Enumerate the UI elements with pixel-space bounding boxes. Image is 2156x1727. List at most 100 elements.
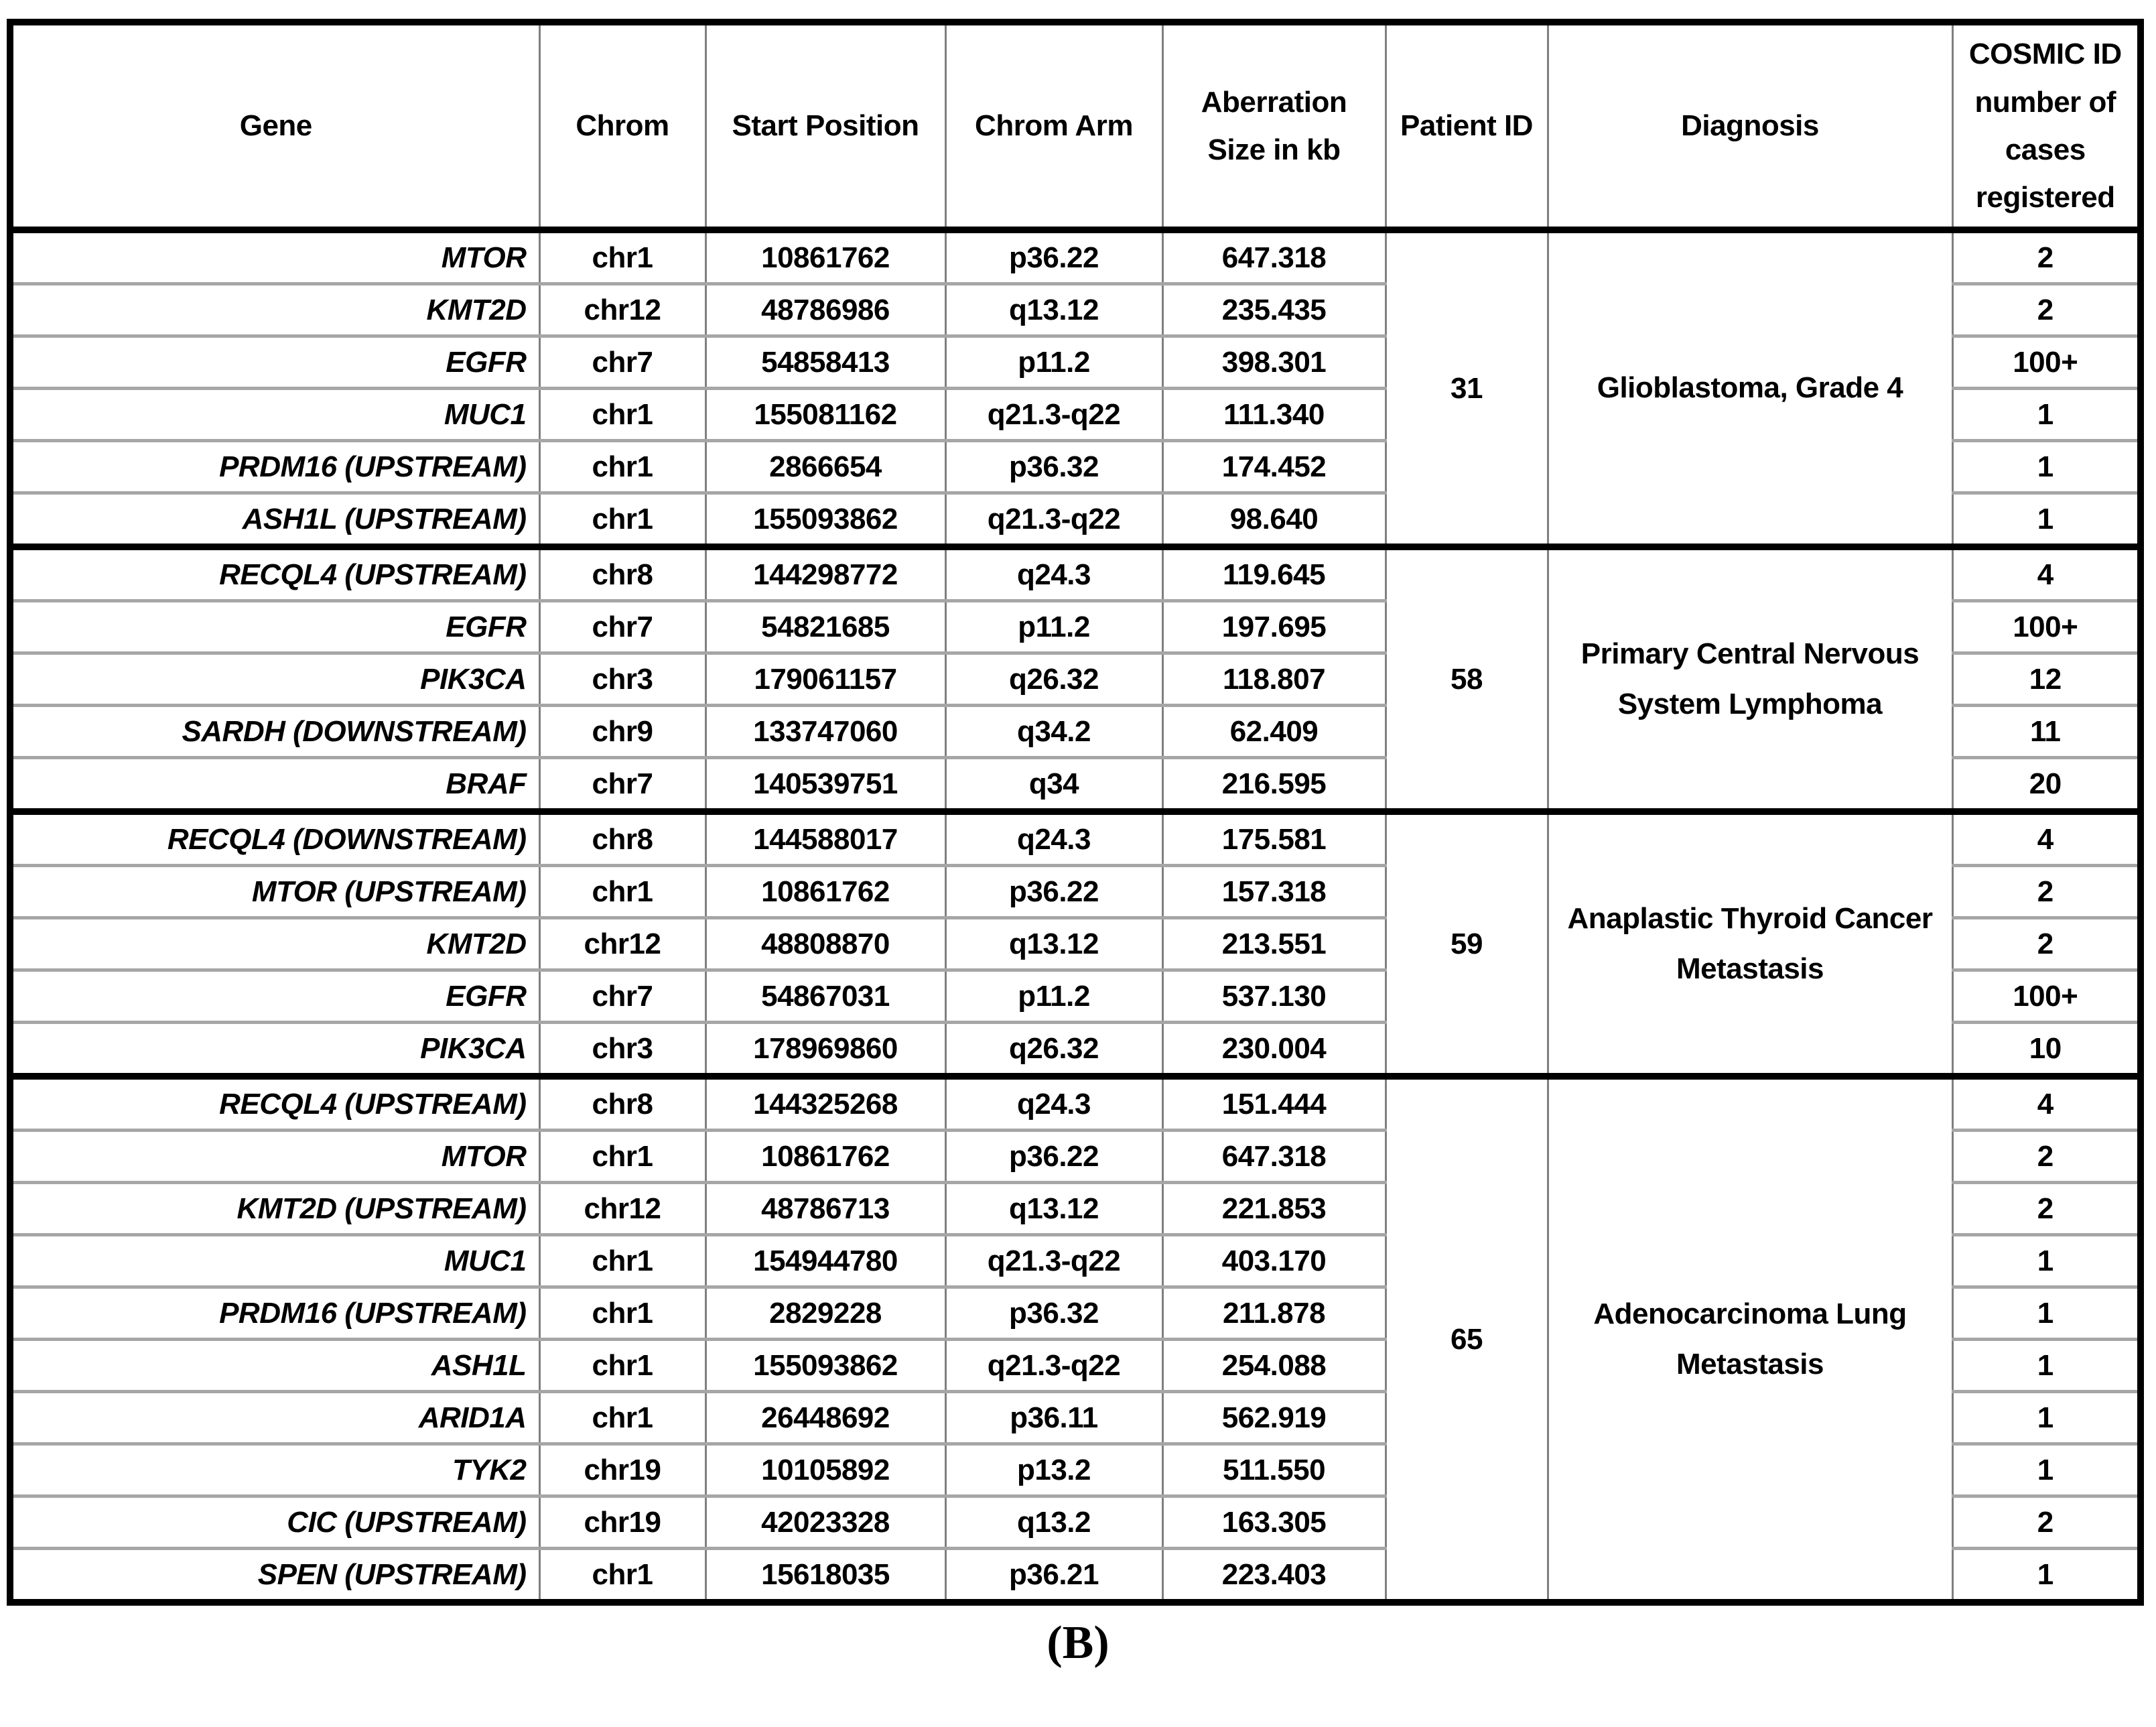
cosmic-cases-cell: 100+ [1951,968,2142,1024]
gene-cell: CIC (UPSTREAM) [9,1494,541,1550]
gene-cell: MUC1 [9,1233,541,1289]
aberration-size-cell: 118.807 [1161,651,1387,707]
chrom-arm-cell: p11.2 [944,334,1164,390]
table-row: ARID1A chr1 26448692 p36.11 562.919 1 [9,1390,2142,1446]
gene-cell: SPEN (UPSTREAM) [9,1547,541,1606]
start-position-cell: 10861762 [704,1129,947,1184]
chrom-cell: chr19 [538,1494,707,1550]
aberration-size-cell: 647.318 [1161,1129,1387,1184]
cosmic-cases-cell: 2 [1951,228,2142,285]
diagnosis-cell: Anaplastic Thyroid Cancer Metastasis [1546,810,1954,1080]
cosmic-cases-cell: 12 [1951,651,2142,707]
cosmic-cases-cell: 20 [1951,756,2142,815]
chrom-cell: chr1 [538,1129,707,1184]
table-row: KMT2D (UPSTREAM) chr12 48786713 q13.12 221.8… [9,1181,2142,1236]
start-position-cell: 54858413 [704,334,947,390]
table-row: MTOR chr1 10861762 p36.22 647.318 2 [9,1129,2142,1184]
chrom-arm-cell: q21.3-q22 [944,1338,1164,1393]
aberration-size-cell: 223.403 [1161,1547,1387,1606]
gene-cell: KMT2D [9,916,541,972]
cosmic-cases-cell: 1 [1951,1233,2142,1289]
start-position-cell: 155081162 [704,387,947,442]
table-row: TYK2 chr19 10105892 p13.2 511.550 1 [9,1442,2142,1498]
gene-cell: PIK3CA [9,1021,541,1080]
table-row: MUC1 chr1 155081162 q21.3-q22 111.340 1 [9,387,2142,442]
cosmic-cases-cell: 2 [1951,1129,2142,1184]
chrom-arm-cell: q13.2 [944,1494,1164,1550]
chrom-arm-cell: q26.32 [944,1021,1164,1080]
chrom-cell: chr1 [538,439,707,495]
chrom-cell: chr12 [538,916,707,972]
table-row: PRDM16 (UPSTREAM) chr1 2866654 p36.32 174.45… [9,439,2142,495]
chrom-arm-cell: q24.3 [944,1074,1164,1132]
chrom-arm-cell: p36.22 [944,228,1164,285]
gene-cell: PRDM16 (UPSTREAM) [9,439,541,495]
table-row: SARDH (DOWNSTREAM) chr9 133747060 q34.2 62.4… [9,704,2142,759]
start-position-cell: 10861762 [704,228,947,285]
start-position-cell: 15618035 [704,1547,947,1606]
table-row: ASH1L chr1 155093862 q21.3-q22 254.088 1 [9,1338,2142,1393]
aberration-size-cell: 511.550 [1161,1442,1387,1498]
aberration-size-cell: 151.444 [1161,1074,1387,1132]
col-header-chrom: Chrom [538,21,707,233]
start-position-cell: 10105892 [704,1442,947,1498]
chrom-arm-cell: q34.2 [944,704,1164,759]
gene-cell: SARDH (DOWNSTREAM) [9,704,541,759]
col-header-diagnosis: Diagnosis [1546,21,1954,233]
start-position-cell: 48786713 [704,1181,947,1236]
chrom-arm-cell: p36.32 [944,1285,1164,1341]
chrom-cell: chr7 [538,756,707,815]
table-row: KMT2D chr12 48786986 q13.12 235.435 2 [9,282,2142,338]
chrom-cell: chr9 [538,704,707,759]
aberration-size-cell: 562.919 [1161,1390,1387,1446]
gene-cell: PIK3CA [9,651,541,707]
cosmic-cases-cell: 10 [1951,1021,2142,1080]
table-row: MTOR chr1 10861762 p36.22 647.318 31 Glioblast… [9,228,2142,550]
patient-id-cell: 65 [1384,1074,1549,1606]
gene-aberration-table: Gene Chrom Start Position Chrom Arm Aber… [7,19,2144,1606]
start-position-cell: 2866654 [704,439,947,495]
table-row: PRDM16 (UPSTREAM) chr1 2829228 p36.32 211.87… [9,1285,2142,1341]
chrom-cell: chr7 [538,334,707,390]
cosmic-cases-cell: 1 [1951,491,2142,550]
header-row: Gene Chrom Start Position Chrom Arm Aber… [9,21,2142,233]
gene-cell: RECQL4 (DOWNSTREAM) [9,810,541,867]
chrom-arm-cell: p36.22 [944,864,1164,919]
start-position-cell: 178969860 [704,1021,947,1080]
col-header-start-position: Start Position [704,21,947,233]
start-position-cell: 26448692 [704,1390,947,1446]
chrom-cell: chr7 [538,968,707,1024]
chrom-arm-cell: p13.2 [944,1442,1164,1498]
gene-cell: EGFR [9,968,541,1024]
chrom-cell: chr8 [538,810,707,867]
chrom-cell: chr1 [538,491,707,550]
aberration-size-cell: 111.340 [1161,387,1387,442]
table-row: KMT2D chr12 48808870 q13.12 213.551 2 [9,916,2142,972]
chrom-cell: chr1 [538,1233,707,1289]
chrom-cell: chr8 [538,545,707,602]
gene-cell: RECQL4 (UPSTREAM) [9,545,541,602]
gene-cell: MTOR [9,1129,541,1184]
aberration-size-cell: 98.640 [1161,491,1387,550]
start-position-cell: 144588017 [704,810,947,867]
start-position-cell: 154944780 [704,1233,947,1289]
cosmic-cases-cell: 1 [1951,387,2142,442]
chrom-arm-cell: q24.3 [944,810,1164,867]
col-header-chrom-arm: Chrom Arm [944,21,1164,233]
start-position-cell: 42023328 [704,1494,947,1550]
cosmic-cases-cell: 4 [1951,1074,2142,1132]
cosmic-cases-cell: 2 [1951,282,2142,338]
aberration-size-cell: 119.645 [1161,545,1387,602]
chrom-arm-cell: q26.32 [944,651,1164,707]
chrom-cell: chr1 [538,864,707,919]
gene-cell: RECQL4 (UPSTREAM) [9,1074,541,1132]
diagnosis-cell: Glioblastoma, Grade 4 [1546,228,1954,550]
cosmic-cases-cell: 1 [1951,1442,2142,1498]
table-row: EGFR chr7 54867031 p11.2 537.130 100+ [9,968,2142,1024]
aberration-size-cell: 174.452 [1161,439,1387,495]
aberration-size-cell: 175.581 [1161,810,1387,867]
col-header-aberration-size: Aberration Size in kb [1161,21,1387,233]
aberration-size-cell: 254.088 [1161,1338,1387,1393]
chrom-arm-cell: p11.2 [944,599,1164,655]
chrom-arm-cell: q13.12 [944,1181,1164,1236]
